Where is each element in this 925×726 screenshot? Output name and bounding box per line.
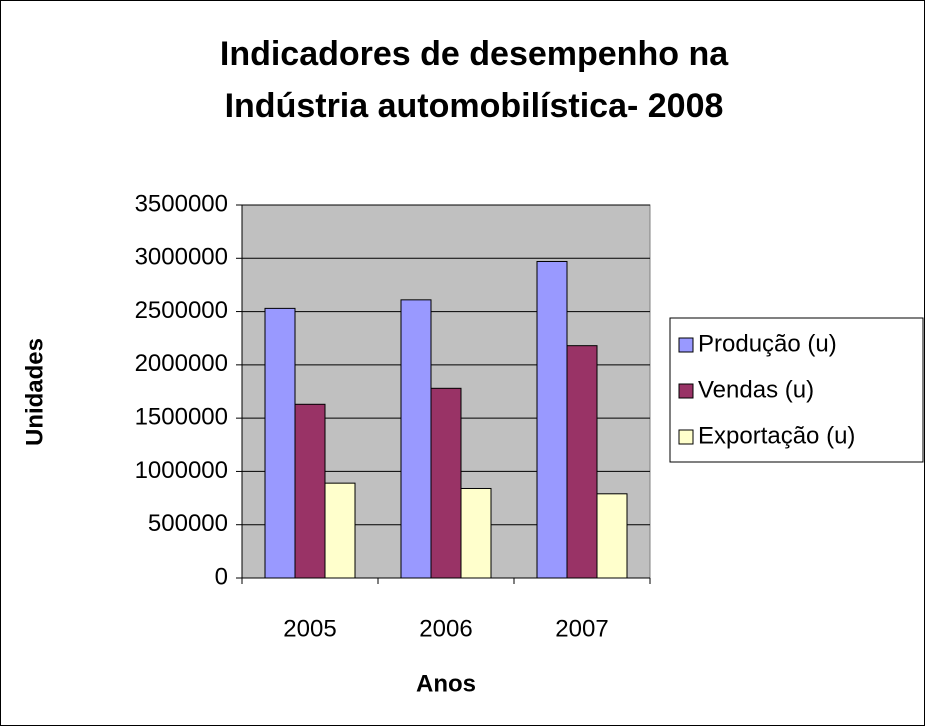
y-tick-label: 500000 (148, 510, 228, 537)
chart-title: Indicadores de desempenho na (220, 35, 729, 73)
y-tick-label: 3000000 (135, 244, 228, 271)
bar (430, 387, 462, 579)
legend-box (669, 317, 924, 463)
legend-label: Produção (u) (698, 330, 837, 357)
y-tick-label: 0 (215, 563, 228, 590)
bar (566, 345, 598, 579)
y-tick-label: 3500000 (135, 190, 228, 217)
bar (400, 299, 432, 579)
y-axis-label: Unidades (21, 338, 48, 446)
x-tick-label: 2005 (283, 615, 336, 642)
x-tick-label: 2007 (555, 615, 608, 642)
bar (324, 482, 356, 579)
y-tick-label: 2000000 (135, 350, 228, 377)
bar (294, 403, 326, 579)
x-axis-label: Anos (416, 670, 476, 697)
legend-swatch (678, 337, 694, 353)
bar (460, 487, 492, 579)
legend-swatch (678, 429, 694, 445)
y-tick-label: 1500000 (135, 403, 228, 430)
chart-title: Indústria automobilística- 2008 (225, 87, 724, 125)
x-tick-label: 2006 (419, 615, 472, 642)
bar (596, 493, 628, 579)
bar (536, 260, 568, 579)
legend-swatch (678, 383, 694, 399)
legend-label: Vendas (u) (698, 376, 814, 403)
legend-label: Exportação (u) (698, 422, 855, 449)
y-tick-label: 2500000 (135, 297, 228, 324)
bar (264, 307, 296, 579)
y-tick-label: 1000000 (135, 457, 228, 484)
